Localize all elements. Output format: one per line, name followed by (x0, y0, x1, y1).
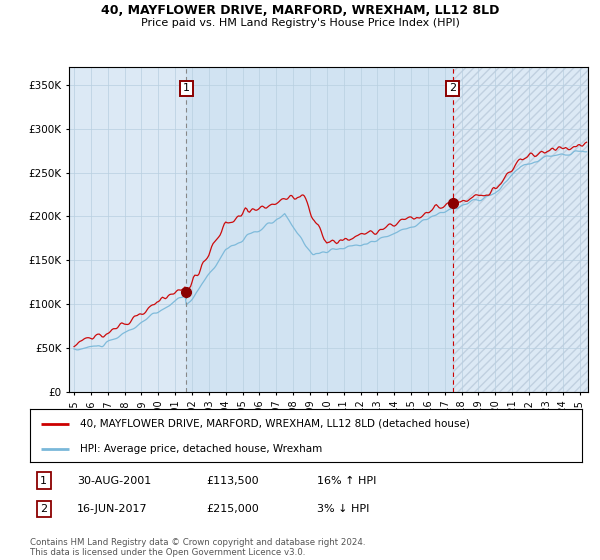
Text: 1: 1 (40, 475, 47, 486)
Text: £215,000: £215,000 (206, 504, 259, 514)
Text: £113,500: £113,500 (206, 475, 259, 486)
Text: 40, MAYFLOWER DRIVE, MARFORD, WREXHAM, LL12 8LD (detached house): 40, MAYFLOWER DRIVE, MARFORD, WREXHAM, L… (80, 419, 470, 429)
Text: 3% ↓ HPI: 3% ↓ HPI (317, 504, 370, 514)
Text: 1: 1 (183, 83, 190, 94)
Text: 2: 2 (40, 504, 47, 514)
Text: 40, MAYFLOWER DRIVE, MARFORD, WREXHAM, LL12 8LD: 40, MAYFLOWER DRIVE, MARFORD, WREXHAM, L… (101, 4, 499, 17)
Text: 16% ↑ HPI: 16% ↑ HPI (317, 475, 376, 486)
Text: 30-AUG-2001: 30-AUG-2001 (77, 475, 151, 486)
Text: 16-JUN-2017: 16-JUN-2017 (77, 504, 148, 514)
Text: HPI: Average price, detached house, Wrexham: HPI: Average price, detached house, Wrex… (80, 444, 322, 454)
Text: Contains HM Land Registry data © Crown copyright and database right 2024.
This d: Contains HM Land Registry data © Crown c… (30, 538, 365, 557)
Bar (186, 67, 452, 392)
Text: Price paid vs. HM Land Registry's House Price Index (HPI): Price paid vs. HM Land Registry's House … (140, 18, 460, 28)
Text: 2: 2 (449, 83, 456, 94)
